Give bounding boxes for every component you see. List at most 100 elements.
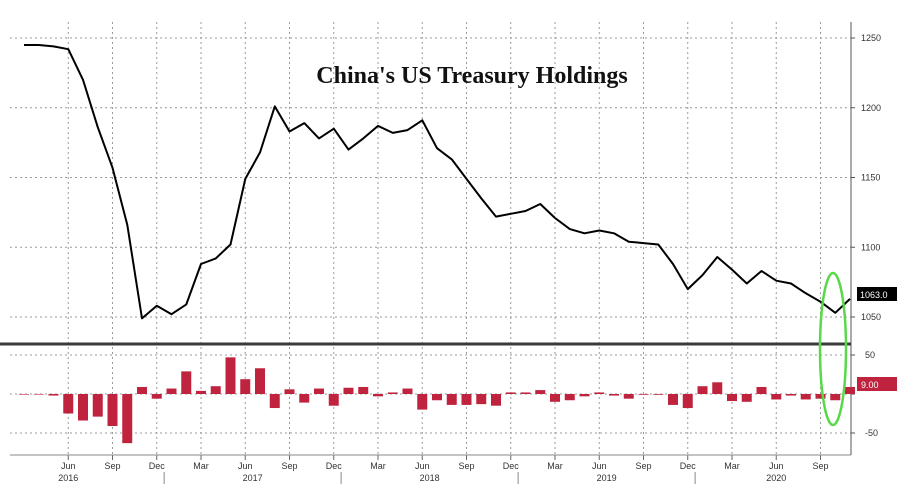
line-last-value-box — [857, 287, 897, 301]
change-bar — [771, 394, 782, 400]
x-tick-label: Dec — [503, 461, 520, 471]
grid-layer — [10, 22, 855, 484]
change-bar — [122, 394, 133, 444]
change-bar — [815, 394, 826, 399]
change-bar — [786, 394, 796, 396]
y-tick-labels: 1050 1100 1150 1200 1250 -50 50 — [861, 33, 881, 438]
y-tick-label: 1200 — [861, 103, 881, 113]
x-tick-label: Dec — [149, 461, 166, 471]
y-tick-label: 1150 — [861, 173, 880, 183]
chart-title: China's US Treasury Holdings — [316, 63, 627, 89]
change-bar — [727, 394, 737, 402]
change-bar — [210, 386, 221, 394]
line-last-value-badge: 1063.0 — [857, 287, 897, 301]
x-year-label: 2018 — [420, 473, 440, 483]
x-tick-label: Mar — [547, 461, 563, 471]
x-tick-label: Mar — [724, 461, 740, 471]
x-tick-label: Jun — [769, 461, 784, 471]
change-bar — [19, 394, 29, 395]
change-bar — [756, 386, 767, 394]
change-bar — [225, 357, 236, 394]
change-bar — [712, 382, 723, 394]
change-bar — [358, 386, 369, 394]
y-tick-label-lower: 50 — [865, 350, 875, 360]
change-bar — [432, 394, 442, 401]
x-tick-label: Sep — [104, 461, 120, 471]
change-bar — [328, 394, 339, 406]
change-bar — [623, 394, 634, 399]
bar-last-value-label: 9.00 — [861, 380, 879, 390]
line-series — [23, 44, 851, 320]
change-bar — [343, 387, 354, 394]
change-bar — [166, 388, 177, 394]
x-year-label: 2020 — [766, 473, 786, 483]
change-bar — [476, 394, 487, 405]
change-bar — [284, 389, 295, 394]
x-tick-label: Jun — [592, 461, 607, 471]
x-tick-label: Sep — [635, 461, 651, 471]
x-tick-label: Jun — [238, 461, 253, 471]
change-bar — [92, 394, 103, 417]
change-bar — [741, 394, 752, 402]
change-bar — [137, 386, 147, 394]
change-bar — [461, 394, 472, 405]
change-bar — [491, 394, 501, 406]
change-bar — [800, 394, 811, 400]
x-tick-label: Dec — [326, 461, 343, 471]
change-bar — [653, 394, 664, 395]
x-year-label: 2016 — [58, 473, 78, 483]
change-bar — [240, 379, 251, 394]
y-tick-label: 1250 — [861, 33, 881, 43]
change-bar — [387, 392, 398, 394]
line-last-value-label: 1063.0 — [860, 290, 888, 300]
change-bar — [697, 386, 708, 394]
change-bar — [417, 394, 428, 410]
x-tick-label: Mar — [193, 461, 209, 471]
change-bar — [314, 388, 324, 394]
y-tick-label-lower: -50 — [865, 428, 878, 438]
change-bar — [579, 394, 590, 397]
change-bar — [33, 394, 44, 395]
change-bar — [609, 394, 619, 396]
change-bar — [373, 394, 383, 397]
change-bar — [682, 394, 693, 409]
change-bar — [505, 392, 516, 394]
x-tick-label: Jun — [415, 461, 430, 471]
change-bar — [594, 392, 605, 394]
x-year-label: 2019 — [597, 473, 617, 483]
x-tick-label: Dec — [680, 461, 697, 471]
change-bar — [107, 394, 118, 426]
change-bar — [196, 390, 206, 394]
change-bar — [63, 394, 74, 414]
axis-layer — [0, 22, 852, 456]
change-bar — [255, 368, 265, 394]
change-bar — [78, 394, 88, 421]
change-bar — [845, 386, 855, 394]
change-bar — [269, 394, 280, 409]
change-bar — [520, 392, 531, 394]
change-bar — [48, 394, 59, 396]
change-bar — [564, 394, 575, 401]
change-bar — [550, 394, 560, 402]
change-bar — [181, 371, 192, 394]
x-tick-label: Sep — [458, 461, 474, 471]
change-bar — [299, 394, 310, 403]
bar-last-value-box — [857, 377, 897, 391]
change-bar — [151, 394, 162, 399]
y-tick-label: 1050 — [861, 312, 881, 322]
highlight-ellipse — [818, 271, 848, 427]
change-bar — [402, 388, 413, 394]
y-tick-label: 1100 — [861, 242, 880, 252]
change-bar — [446, 394, 457, 405]
change-bar — [830, 394, 841, 401]
change-bar — [535, 390, 546, 394]
bar-series — [19, 357, 855, 444]
x-year-label: 2017 — [243, 473, 263, 483]
x-tick-labels: Jun Sep Dec Mar Jun Sep Dec Mar Jun Sep Dec Mar Jun S… — [58, 461, 828, 483]
x-tick-label: Sep — [281, 461, 297, 471]
change-bar — [638, 394, 649, 395]
x-tick-label: Jun — [61, 461, 76, 471]
x-tick-label: Mar — [370, 461, 386, 471]
